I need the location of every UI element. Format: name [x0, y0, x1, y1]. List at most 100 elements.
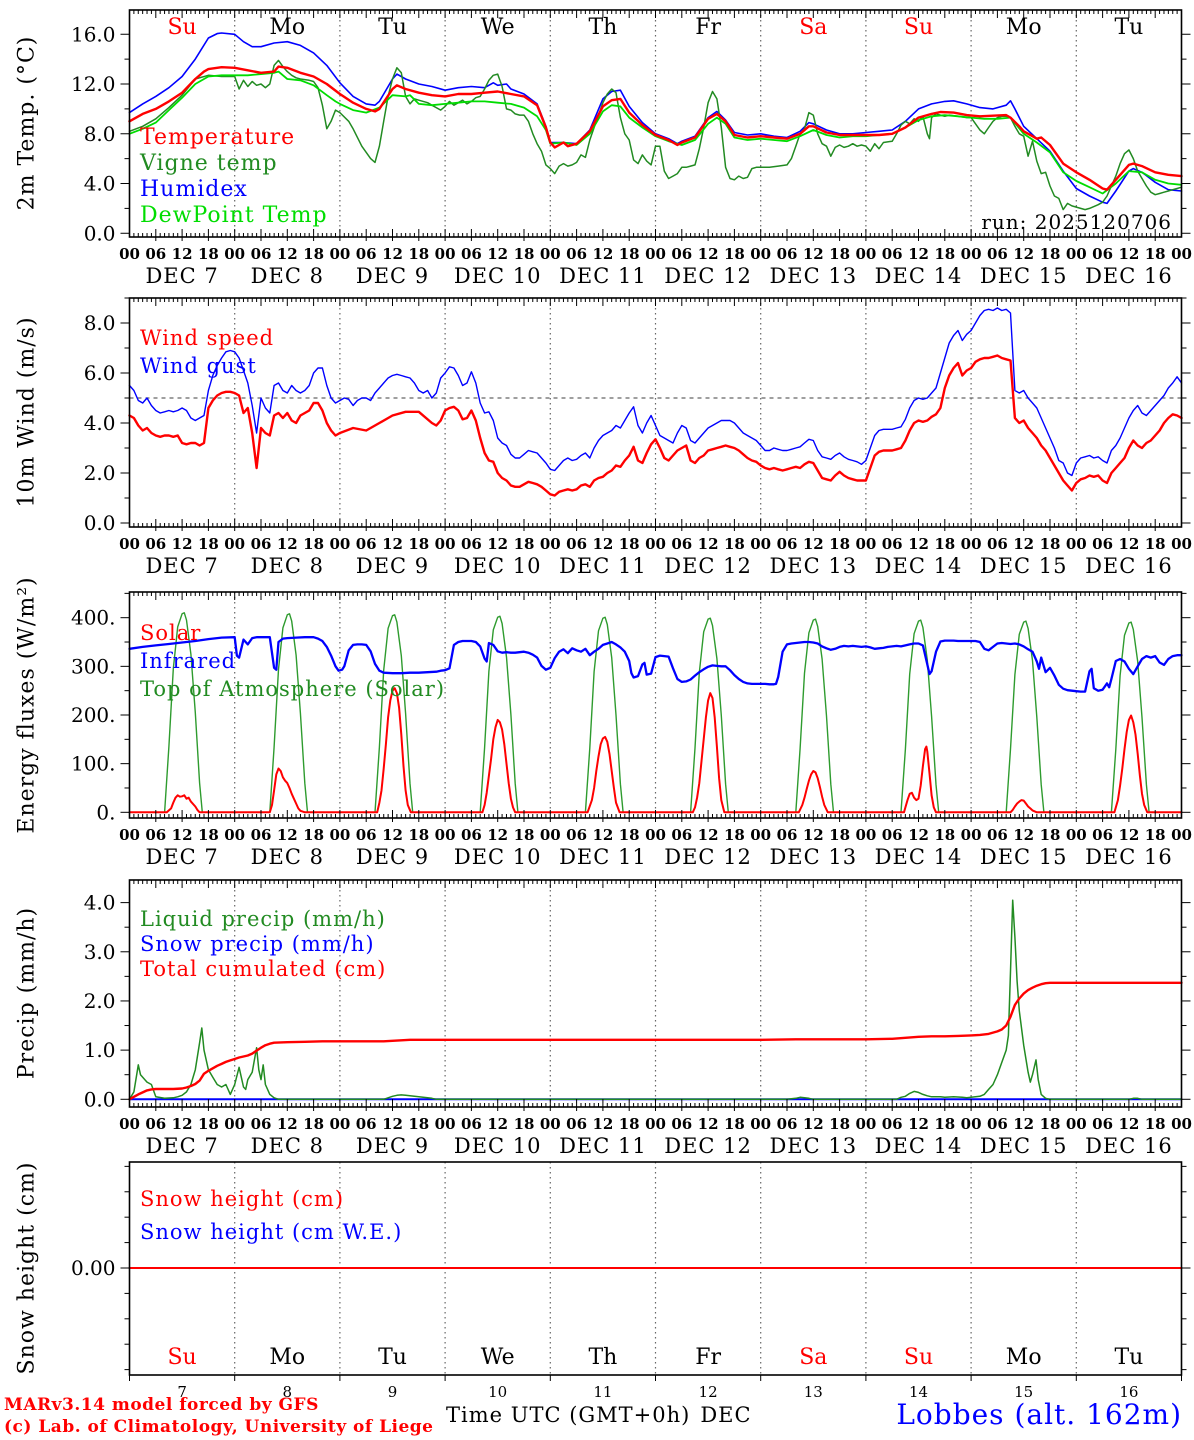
- date-label: DEC 12: [664, 264, 752, 288]
- hour-tick-label: 12: [487, 535, 508, 553]
- hour-tick-label: 12: [803, 1115, 824, 1133]
- hour-tick-label: 00: [750, 535, 771, 553]
- hour-tick-label: 18: [303, 245, 324, 263]
- hour-tick-label: 12: [803, 245, 824, 263]
- hour-tick-label: 00: [855, 1115, 876, 1133]
- date-label: DEC 9: [356, 1134, 429, 1158]
- date-label: DEC 15: [980, 554, 1068, 578]
- weekday-label: Su: [904, 15, 933, 40]
- hour-tick-label: 06: [461, 826, 482, 844]
- legend-energy-1: Infrared: [140, 649, 236, 673]
- hour-tick-label: 18: [514, 826, 535, 844]
- hour-tick-label: 00: [855, 535, 876, 553]
- hour-tick-label: 12: [803, 826, 824, 844]
- day-number-label: 9: [388, 1383, 398, 1401]
- hour-tick-label: 12: [592, 535, 613, 553]
- series-temperature: [128, 65, 1183, 191]
- legend-energy-2: Top of Atmosphere (Solar): [140, 677, 445, 701]
- date-label: DEC 13: [769, 264, 857, 288]
- series-wind-speed: [128, 354, 1183, 497]
- hour-tick-label: 06: [566, 245, 587, 263]
- hour-tick-label: 12: [277, 535, 298, 553]
- hour-tick-label: 00: [540, 826, 561, 844]
- hour-tick-label: 12: [487, 826, 508, 844]
- date-label: DEC 9: [356, 264, 429, 288]
- hour-tick-label: 06: [251, 1115, 272, 1133]
- y-tick-label: 1.0: [84, 1038, 116, 1062]
- hour-tick-label: 00: [435, 245, 456, 263]
- station-name-label: Lobbes (alt. 162m): [896, 1398, 1182, 1431]
- y-tick-label: 3.0: [84, 940, 116, 964]
- date-label: DEC 10: [454, 554, 542, 578]
- date-label: DEC 15: [980, 845, 1068, 869]
- weekday-label: Fr: [695, 15, 721, 40]
- panel-precip: 0.0 1.0 2.0 3.0 4.0 00 06 12 18 00 06 12 18 00 06 12 18 0…: [84, 879, 1192, 1158]
- hour-tick-label: 06: [777, 826, 798, 844]
- hour-tick-label: 12: [1013, 826, 1034, 844]
- hour-tick-label: 18: [934, 535, 955, 553]
- panel-temp2m: 0.0 4.0 8.0 12.0 16.0 00 06 12 18 00 06 12 18 00 06 12 1…: [71, 9, 1192, 288]
- y-tick-label: 16.0: [71, 22, 116, 46]
- hour-tick-label: 18: [198, 245, 219, 263]
- hour-tick-label: 12: [803, 535, 824, 553]
- hour-tick-label: 00: [435, 535, 456, 553]
- hour-tick-label: 06: [145, 245, 166, 263]
- hour-tick-label: 06: [356, 826, 377, 844]
- hour-tick-label: 18: [829, 826, 850, 844]
- hour-tick-label: 18: [934, 1115, 955, 1133]
- hour-tick-label: 00: [961, 245, 982, 263]
- hour-tick-label: 12: [277, 245, 298, 263]
- hour-tick-label: 00: [435, 826, 456, 844]
- hour-tick-label: 18: [1040, 826, 1061, 844]
- hour-tick-label: 06: [671, 1115, 692, 1133]
- y-axis-title-wind: 10m Wind (m/s): [14, 316, 40, 508]
- hour-tick-label: 18: [724, 1115, 745, 1133]
- hour-tick-label: 00: [435, 1115, 456, 1133]
- date-label: DEC 16: [1085, 845, 1173, 869]
- legend-temp2m-3: DewPoint Temp: [140, 203, 328, 228]
- hour-tick-label: 00: [329, 826, 350, 844]
- hour-tick-label: 06: [987, 826, 1008, 844]
- date-label: DEC 13: [769, 845, 857, 869]
- date-label: DEC 7: [145, 264, 218, 288]
- date-label: DEC 10: [454, 1134, 542, 1158]
- hour-tick-label: 18: [198, 826, 219, 844]
- day-number-label: 15: [1014, 1383, 1033, 1401]
- hour-tick-label: 18: [619, 535, 640, 553]
- hour-tick-label: 06: [1092, 826, 1113, 844]
- hour-tick-label: 00: [119, 1115, 140, 1133]
- series-humidex: [128, 32, 1183, 205]
- y-tick-label: 8.0: [84, 311, 116, 335]
- legend-temp2m-1: Vigne temp: [139, 151, 278, 176]
- hour-tick-label: 00: [645, 245, 666, 263]
- hour-tick-label: 00: [119, 245, 140, 263]
- series-dewpoint: [128, 70, 1183, 195]
- date-label: DEC 11: [559, 1134, 647, 1158]
- hour-tick-label: 00: [1066, 535, 1087, 553]
- hour-tick-label: 12: [172, 826, 193, 844]
- hour-tick-label: 12: [592, 826, 613, 844]
- ticks: [120, 297, 1191, 531]
- weekday-label: Su: [167, 1345, 196, 1370]
- weekday-label: Tu: [1114, 15, 1143, 40]
- hour-tick-label: 06: [251, 826, 272, 844]
- y-tick-label: 400.: [71, 606, 116, 630]
- hour-tick-label: 00: [750, 245, 771, 263]
- hour-tick-label: 18: [1145, 535, 1166, 553]
- time-utc-label: Time UTC (GMT+0h): [446, 1403, 691, 1427]
- hour-tick-label: 12: [908, 535, 929, 553]
- y-axis-title-snow-height: Snow height (cm): [14, 1161, 40, 1375]
- hour-tick-label: 00: [855, 826, 876, 844]
- model-credit-line: MARv3.14 model forced by GFS: [4, 1395, 319, 1415]
- hour-tick-label: 00: [961, 1115, 982, 1133]
- date-label: DEC 8: [251, 845, 324, 869]
- hour-tick-label: 12: [382, 245, 403, 263]
- y-axis-title-energy: Energy fluxes (W/m²): [14, 576, 40, 834]
- hour-tick-label: 12: [698, 245, 719, 263]
- ticks: [120, 10, 1191, 241]
- hour-tick-label: 06: [1092, 1115, 1113, 1133]
- hour-tick-label: 00: [1171, 245, 1192, 263]
- hour-tick-label: 00: [329, 245, 350, 263]
- hour-tick-label: 06: [461, 245, 482, 263]
- weekday-label: Tu: [378, 15, 407, 40]
